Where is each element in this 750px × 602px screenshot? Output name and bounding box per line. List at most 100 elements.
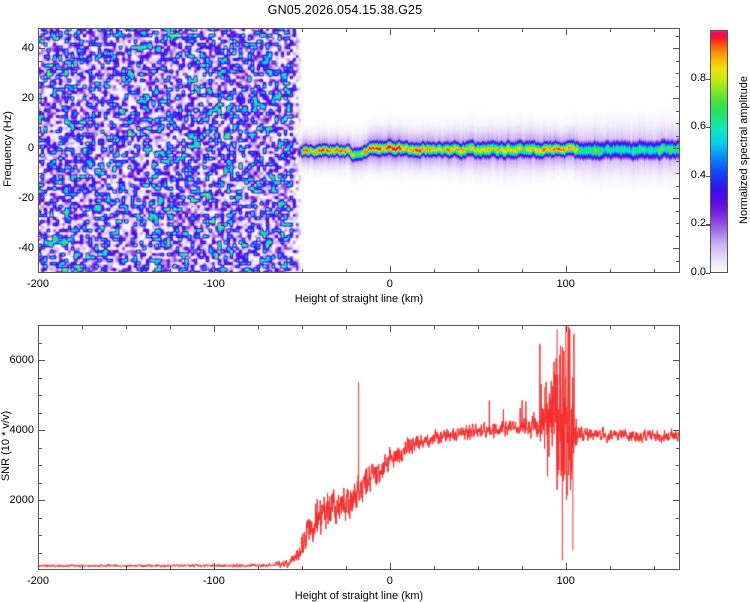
tick-y-minor [38, 123, 42, 125]
tick-y-major-right [673, 98, 680, 100]
tick-y-minor-right [676, 482, 680, 484]
tick-x-major-top [213, 28, 216, 35]
tick-y-minor [38, 535, 42, 537]
tick-y-minor [38, 447, 42, 449]
tick-y-minor-right [676, 160, 680, 162]
tick-x-minor-top [521, 325, 523, 329]
tick-y-minor-right [676, 185, 680, 187]
tick-y-minor [38, 210, 42, 212]
tick-x-minor [125, 269, 128, 273]
tick-label-y: 2000 [9, 494, 34, 506]
tick-x-minor [653, 566, 655, 570]
tick-label-y: 4000 [9, 424, 34, 436]
tick-x-major [565, 563, 567, 570]
snr-y-axis-label: SNR (10 * v/v) [0, 410, 12, 481]
tick-x-minor-top [125, 28, 128, 32]
tick-y-major-right [673, 360, 680, 362]
tick-label-y: -40 [18, 242, 34, 254]
tick-x-minor-top [257, 325, 260, 329]
tick-x-major [389, 266, 392, 273]
tick-x-minor [257, 269, 260, 273]
tick-y-minor-right [676, 552, 680, 554]
snr-x-axis-label: Height of straight line (km) [294, 590, 424, 602]
tick-x-minor [609, 566, 611, 570]
tick-y-minor [38, 342, 42, 344]
tick-y-minor-right [676, 395, 680, 397]
tick-label-y: 20 [21, 92, 34, 104]
tick-y-minor [38, 552, 42, 554]
tick-y-minor [38, 517, 42, 519]
tick-y-minor-right [676, 223, 680, 225]
tick-x-major-top [38, 28, 40, 35]
colorbar-tick [706, 175, 710, 178]
tick-y-minor-right [676, 412, 680, 414]
tick-x-minor-top [433, 325, 436, 329]
tick-y-minor-right [676, 235, 680, 237]
tick-x-major [565, 266, 567, 273]
tick-y-major [38, 430, 45, 432]
tick-x-minor-top [301, 325, 304, 329]
tick-y-minor [38, 73, 42, 75]
tick-y-major [38, 248, 45, 250]
tick-x-minor-top [257, 28, 260, 32]
tick-x-minor-top [609, 28, 611, 32]
tick-y-minor [38, 235, 42, 237]
spectrogram-image [39, 29, 679, 272]
colorbar-tick [706, 273, 710, 275]
tick-x-minor-top [433, 28, 436, 32]
tick-x-major-top [213, 325, 216, 332]
spectrogram-y-axis-label: Frequency (Hz) [2, 110, 14, 187]
tick-x-minor-top [609, 325, 611, 329]
tick-x-minor-top [82, 325, 84, 329]
tick-y-major-right [673, 48, 680, 50]
tick-y-minor-right [676, 210, 680, 212]
tick-label-x: 0 [386, 278, 393, 290]
tick-y-minor-right [676, 465, 680, 467]
tick-label-y: 6000 [9, 354, 34, 366]
colorbar-gradient [711, 31, 727, 272]
tick-x-minor-top [301, 28, 304, 32]
spectrogram-x-axis-label: Height of straight line (km) [294, 293, 424, 305]
tick-y-minor-right [676, 260, 680, 262]
tick-x-minor-top [653, 325, 655, 329]
tick-y-minor [38, 223, 42, 225]
tick-x-minor [477, 566, 479, 570]
snr-trace [39, 326, 679, 569]
tick-x-minor-top [169, 325, 172, 329]
tick-x-minor [345, 566, 348, 570]
snr-plot-area [38, 325, 680, 570]
tick-x-major [213, 266, 216, 273]
page-title: GN05.2026.054.15.38.G25 [267, 3, 423, 17]
tick-x-minor-top [125, 325, 128, 329]
tick-y-minor [38, 260, 42, 262]
tick-y-major-right [673, 500, 680, 502]
tick-y-minor [38, 377, 42, 379]
tick-y-minor [38, 482, 42, 484]
tick-y-minor-right [676, 535, 680, 537]
tick-x-minor [609, 269, 611, 273]
tick-x-major-top [389, 28, 392, 35]
tick-y-minor [38, 35, 42, 37]
tick-y-minor-right [676, 123, 680, 125]
tick-x-minor [477, 269, 479, 273]
tick-x-major [389, 563, 392, 570]
tick-label-x: 100 [556, 575, 575, 587]
tick-x-minor-top [82, 28, 84, 32]
tick-x-minor-top [653, 28, 655, 32]
tick-y-minor [38, 160, 42, 162]
tick-x-minor-top [477, 325, 479, 329]
colorbar-tick-label: 0.8 [690, 71, 706, 84]
tick-x-major [38, 266, 40, 273]
tick-x-minor [345, 269, 348, 273]
tick-x-minor-top [169, 28, 172, 32]
tick-y-major [38, 198, 45, 200]
tick-x-minor-top [477, 28, 479, 32]
tick-label-y: 0 [27, 142, 34, 154]
tick-label-x: 100 [556, 278, 575, 290]
tick-y-major-right [673, 198, 680, 200]
colorbar-tick-label: 0.4 [690, 168, 706, 181]
tick-x-major [213, 563, 216, 570]
tick-y-major [38, 48, 45, 50]
tick-x-major-top [565, 325, 567, 332]
